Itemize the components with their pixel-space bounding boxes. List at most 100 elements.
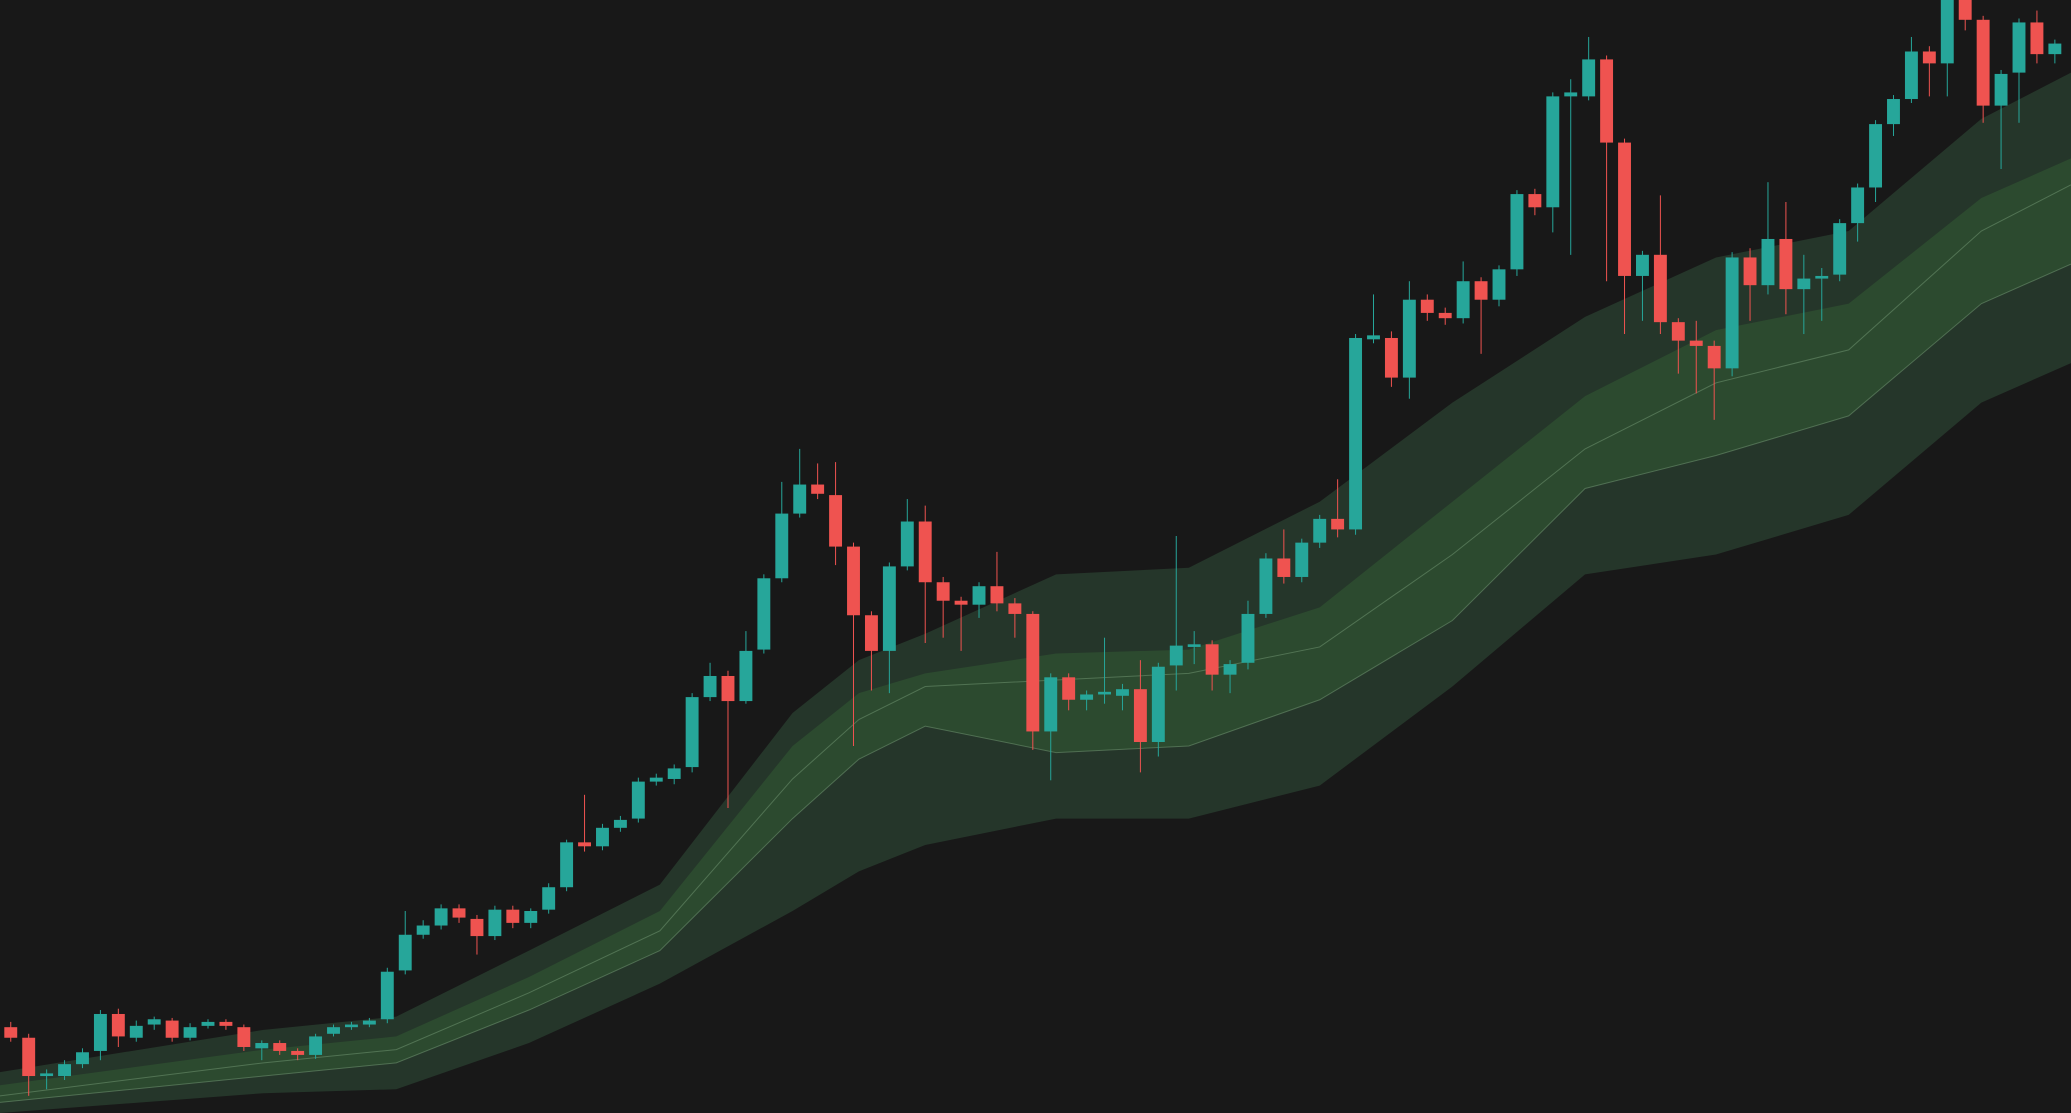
candle-body — [1940, 0, 1954, 64]
candle-body — [1761, 238, 1775, 286]
candle-body — [703, 675, 717, 698]
candle-body — [739, 650, 753, 702]
candle-body — [1689, 340, 1703, 346]
candle-body — [1546, 96, 1560, 208]
candle-body — [1779, 238, 1793, 290]
candle-body — [1976, 19, 1990, 106]
candle-body — [1241, 613, 1255, 663]
candle-body — [847, 546, 860, 616]
candle-body — [1420, 299, 1434, 313]
candle-body — [1994, 73, 2008, 106]
candle-body — [1600, 59, 1614, 143]
candle-body — [362, 1020, 376, 1025]
candle-body — [596, 827, 609, 847]
candle-body — [291, 1050, 305, 1055]
candle-body — [76, 1052, 89, 1065]
candle-body — [829, 495, 843, 547]
candle-body — [1958, 0, 1972, 20]
candle-body — [1169, 645, 1183, 666]
candle-body — [1904, 51, 1918, 100]
candle-body — [2030, 22, 2044, 55]
candle-body — [147, 1019, 161, 1025]
candle-body — [2012, 22, 2026, 73]
candle-body — [1582, 59, 1596, 97]
candle-body — [237, 1027, 251, 1047]
candle-body — [1205, 644, 1219, 675]
candle-body — [1869, 124, 1883, 188]
candle-body — [811, 484, 825, 494]
candle-body — [1295, 542, 1309, 577]
candle-body — [1528, 194, 1542, 208]
candle-body — [416, 925, 430, 935]
candle-body — [631, 781, 645, 819]
candle-body — [918, 521, 932, 583]
candle-body — [667, 768, 681, 779]
candle-body — [1510, 194, 1524, 270]
candle-body — [1671, 322, 1685, 341]
candle-body — [470, 918, 484, 937]
candle-body — [255, 1043, 269, 1049]
candle-body — [1098, 691, 1111, 695]
candle-body — [524, 910, 538, 923]
candle-body — [488, 909, 502, 937]
candle-body — [506, 909, 520, 923]
candle-body — [1044, 677, 1058, 732]
candle-body — [649, 777, 663, 782]
candle-body — [1492, 269, 1506, 300]
candle-body — [1725, 257, 1739, 369]
candle-body — [1259, 558, 1273, 614]
candle-body — [1008, 603, 1022, 614]
candle-body — [1707, 345, 1721, 369]
candle-body — [560, 842, 574, 888]
candle-body — [882, 566, 896, 651]
candle-body — [1026, 613, 1040, 732]
candle-body — [1331, 518, 1345, 530]
outer-band — [0, 72, 2071, 1113]
candle-body — [1116, 689, 1129, 696]
candle-body — [1438, 312, 1452, 319]
candle-body — [1815, 275, 1829, 279]
candle-body — [900, 521, 914, 567]
candle-body — [327, 1027, 340, 1034]
candle-body — [1402, 299, 1416, 378]
candle-body — [613, 819, 627, 828]
candle-body — [273, 1043, 287, 1051]
candle-body — [1797, 278, 1811, 290]
candle-body — [1887, 99, 1900, 125]
candle-body — [58, 1064, 72, 1077]
candle-body — [685, 697, 699, 768]
candle-body — [793, 484, 807, 514]
candle-body — [990, 586, 1004, 604]
candle-body — [1474, 281, 1488, 300]
candle-body — [775, 513, 789, 579]
candle-body — [40, 1073, 54, 1077]
candle-body — [1851, 187, 1865, 224]
candle-body — [1456, 281, 1470, 319]
candle-body — [111, 1013, 125, 1037]
candle-body — [1636, 254, 1649, 276]
candle-body — [1922, 51, 1936, 64]
candle-body — [4, 1027, 18, 1038]
candle-body — [129, 1025, 143, 1038]
candle-body — [219, 1021, 233, 1026]
candle-body — [93, 1013, 107, 1051]
candle-body — [1743, 257, 1757, 286]
candle-body — [972, 586, 986, 605]
lower-line — [0, 263, 2071, 1103]
candle-body — [1151, 666, 1165, 742]
candle-body — [1223, 664, 1237, 675]
candle-body — [380, 971, 394, 1020]
candle-body — [2048, 43, 2062, 55]
candle-body — [398, 934, 412, 971]
candle-body — [1313, 518, 1327, 543]
candle-body — [183, 1027, 197, 1038]
candle-body — [864, 615, 878, 651]
candle-body — [1384, 337, 1398, 378]
candle-body — [165, 1020, 179, 1038]
candle-body — [1277, 558, 1291, 577]
candle-body — [1618, 142, 1631, 276]
candle-body — [452, 908, 466, 918]
candle-body — [578, 842, 591, 847]
